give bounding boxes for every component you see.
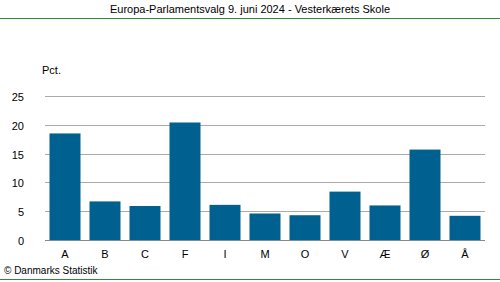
x-tick-label: I [223, 248, 226, 260]
x-tick-label: O [301, 248, 310, 260]
top-rule [0, 18, 500, 19]
x-tick-label: C [141, 248, 149, 260]
bar [210, 205, 241, 240]
bar [410, 150, 441, 240]
x-tick-label: F [182, 248, 189, 260]
chart: Europa-Parlamentsvalg 9. juni 2024 - Ves… [0, 0, 500, 282]
bar [330, 192, 361, 240]
x-tick-label: B [101, 248, 108, 260]
y-tick-label: 0 [18, 235, 24, 247]
x-tick-label: V [341, 248, 349, 260]
x-tick-label: Å [461, 248, 469, 260]
bar [90, 201, 121, 240]
y-tick-label: 25 [12, 91, 24, 103]
bars [50, 122, 481, 240]
bar [130, 206, 161, 240]
grid-line [45, 96, 485, 97]
y-tick-label: 5 [18, 206, 24, 218]
bar [290, 215, 321, 240]
bar [50, 133, 81, 240]
bar [170, 122, 201, 240]
bottom-rule [0, 279, 500, 280]
title: Europa-Parlamentsvalg 9. juni 2024 - Ves… [110, 3, 390, 15]
y-tick-label: 20 [12, 120, 24, 132]
y-axis-label: Pct. [42, 64, 61, 76]
grid-line [45, 125, 485, 126]
y-tick-label: 10 [12, 177, 24, 189]
x-tick-label: Æ [380, 248, 391, 260]
x-tick-label: A [61, 248, 69, 260]
grid-line [45, 240, 485, 241]
x-tick-label: Ø [421, 248, 430, 260]
x-tick-label: M [260, 248, 269, 260]
source: © Danmarks Statistik [4, 265, 99, 276]
bar [450, 216, 481, 240]
y-tick-label: 15 [12, 149, 24, 161]
bar [250, 214, 281, 240]
bar [370, 205, 401, 240]
